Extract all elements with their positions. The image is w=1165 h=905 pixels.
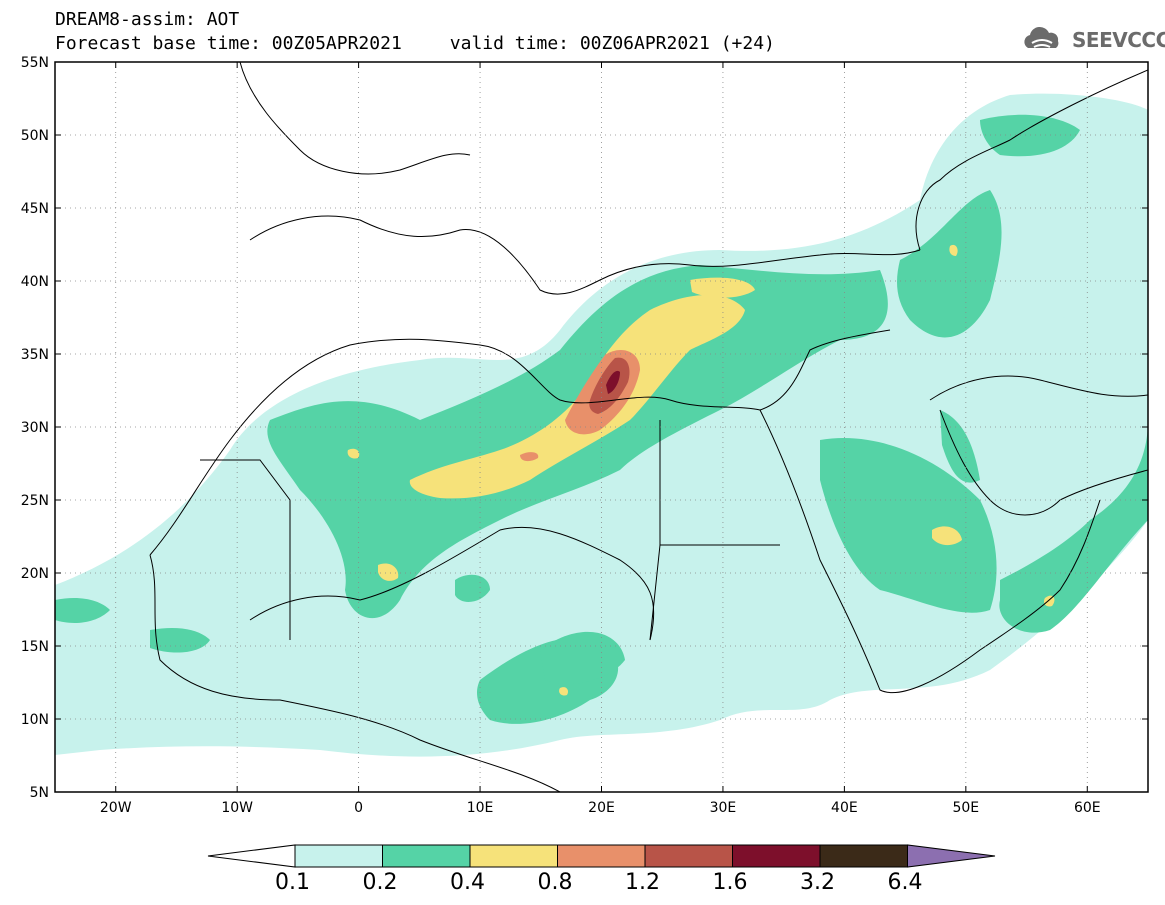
longitude-labels: 20W 10W 0 10E 20E 30E 40E 50E 60E [100,800,1101,816]
colorbar-level-label: 0.2 [362,870,398,895]
colorbar-segment [469,844,558,868]
lat-tick-label: 10N [21,712,49,728]
colorbar-level-label: 6.4 [887,870,923,895]
colorbar-level-label: 3.2 [800,870,835,895]
lat-tick-label: 5N [30,785,49,801]
lon-tick-label: 20W [100,800,132,816]
colorbar-level-label: 0.4 [450,870,485,895]
aot-level-1-6 [606,370,620,394]
lon-tick-label: 60E [1074,800,1101,816]
lon-tick-label: 0 [354,800,363,816]
lon-tick-label: 40E [831,800,858,816]
colorbar-arrow-right [907,844,996,868]
lat-tick-label: 30N [21,420,49,436]
lon-tick-label: 30E [710,800,737,816]
colorbar-segment [294,844,383,868]
lon-tick-label: 20E [588,800,615,816]
valid-time: valid time: 00Z06APR2021 (+24) [449,33,775,54]
colorbar-segment [557,844,646,868]
coastlines [149,62,1148,792]
lat-tick-label: 50N [21,128,49,144]
colorbar-segment [732,844,821,868]
colorbar-segment [819,844,908,868]
colorbar-level-label: 0.1 [275,870,310,895]
logo-text: SEEVCCC [1072,28,1165,52]
colorbar-arrow-left [207,844,296,868]
time-info: Forecast base time: 00Z05APR2021 valid ti… [55,34,775,54]
lon-tick-label: 10W [221,800,253,816]
colorbar [207,844,996,868]
lat-tick-label: 45N [21,201,49,217]
lon-tick-label: 50E [952,800,979,816]
colorbar-segment [382,844,471,868]
lat-tick-label: 15N [21,639,49,655]
cloud-logo-icon [1024,26,1059,48]
aot-fields [55,93,1148,757]
lat-tick-label: 35N [21,347,49,363]
lat-tick-label: 25N [21,493,49,509]
lon-tick-label: 10E [467,800,494,816]
axis-ticks [55,61,1148,793]
base-time: Forecast base time: 00Z05APR2021 [55,33,402,54]
lat-lon-grid [55,62,1148,792]
colorbar-level-label: 1.2 [625,870,660,895]
lat-tick-label: 55N [21,55,49,71]
colorbar-segment [644,844,733,868]
chart-title: DREAM8-assim: AOT [55,9,240,30]
colorbar-level-label: 0.8 [537,870,573,895]
lat-tick-label: 20N [21,566,49,582]
latitude-labels: 55N 50N 45N 40N 35N 30N 25N 20N 15N 10N 5N [21,55,49,801]
lat-tick-label: 40N [21,274,49,290]
colorbar-level-label: 1.6 [712,870,748,895]
aot-level-0-4 [347,244,1055,696]
